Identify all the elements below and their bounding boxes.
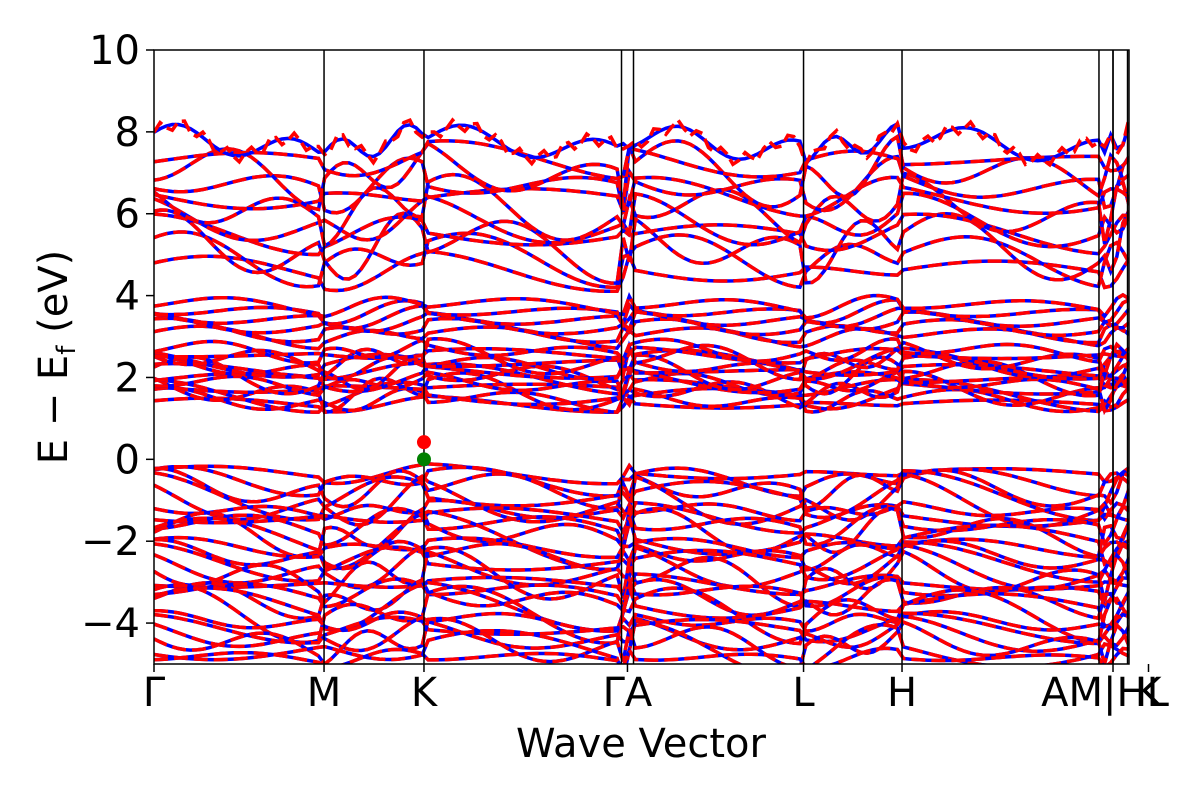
y-axis-label-sub: f (52, 345, 82, 355)
band-line-spin-down (154, 469, 1129, 523)
x-tick-label: K (411, 670, 439, 716)
band-line-spin-down (154, 324, 1129, 351)
band-line-spin-down (154, 291, 1129, 320)
band-line-spin-down (154, 394, 1129, 414)
vbm-marker (416, 452, 431, 467)
band-line-spin-down (154, 154, 1129, 215)
band-line-spin-down (154, 386, 1129, 414)
band-line-spin-down (154, 472, 1129, 529)
band-line-spin-down (154, 370, 1129, 401)
band-line-spin-down (154, 611, 1129, 646)
x-tick-label: K (1135, 670, 1163, 716)
band-line-spin-down (154, 171, 1129, 249)
x-tick-label: L (792, 670, 815, 716)
band-line-spin-down (154, 609, 1129, 634)
band-line-spin-down (154, 337, 1129, 365)
x-tick-label: Γ (143, 670, 166, 716)
band-line-spin-down (154, 506, 1129, 559)
x-axis-label: Wave Vector (516, 721, 767, 767)
band-line-spin-down (154, 249, 1129, 294)
band-line-spin-down (154, 580, 1129, 633)
band-line-spin-down (154, 212, 1129, 257)
y-tick-label: 6 (115, 192, 140, 238)
band-line-spin-down (154, 139, 1129, 181)
x-tick-label: M (307, 670, 342, 716)
band-line-spin-down (154, 540, 1129, 584)
y-axis-label: E − Ef (eV) (31, 250, 82, 465)
band-line-spin-down (154, 369, 1129, 416)
band-line-spin-down (154, 500, 1129, 536)
y-axis-label-unit: (eV) (31, 250, 77, 346)
band-line-spin-down (154, 133, 1129, 212)
band-line-spin-down (154, 503, 1129, 550)
x-tick-label: AM|HL (1041, 670, 1169, 716)
band-line-spin-down (154, 537, 1129, 572)
y-axis-label-main: E − E (31, 355, 77, 465)
band-line-spin-down (154, 619, 1129, 664)
band-edge-markers (416, 435, 431, 467)
x-tick-label: ΓA (603, 670, 653, 716)
band-line-spin-down (154, 464, 1129, 498)
y-tick-label: 10 (89, 28, 140, 74)
band-line-spin-down (154, 377, 1129, 397)
band-line-spin-down (154, 646, 1129, 664)
high-symmetry-lines (323, 50, 1129, 664)
band-line-spin-up (154, 212, 1129, 257)
plot-frame (153, 49, 1130, 665)
band-line-spin-down (154, 543, 1129, 591)
band-line-spin-down (154, 337, 1129, 382)
band-line-spin-down (154, 208, 1129, 285)
band-line-spin-down (154, 345, 1129, 366)
band-line-spin-down (154, 230, 1129, 290)
y-axis: −4 −2 0 2 4 6 8 10 (81, 28, 154, 647)
x-axis: Γ M K ΓA L H AM|HLK (143, 664, 1170, 716)
y-tick-label: −4 (81, 601, 140, 647)
cbm-marker (416, 435, 431, 450)
y-tick-label: 2 (115, 355, 140, 401)
band-line-spin-down (154, 175, 1129, 218)
band-line-spin-down (154, 535, 1129, 560)
bands-layer (154, 117, 1129, 664)
y-tick-label: 8 (115, 110, 140, 156)
band-line-spin-down (154, 466, 1129, 511)
band-line-spin-down (154, 572, 1129, 597)
band-line-spin-down (154, 616, 1129, 664)
y-tick-label: 4 (115, 274, 140, 320)
y-tick-label: 0 (115, 437, 140, 483)
y-tick-label: −2 (81, 519, 140, 565)
x-tick-label: H (887, 670, 917, 716)
band-line-spin-down (154, 117, 1129, 170)
